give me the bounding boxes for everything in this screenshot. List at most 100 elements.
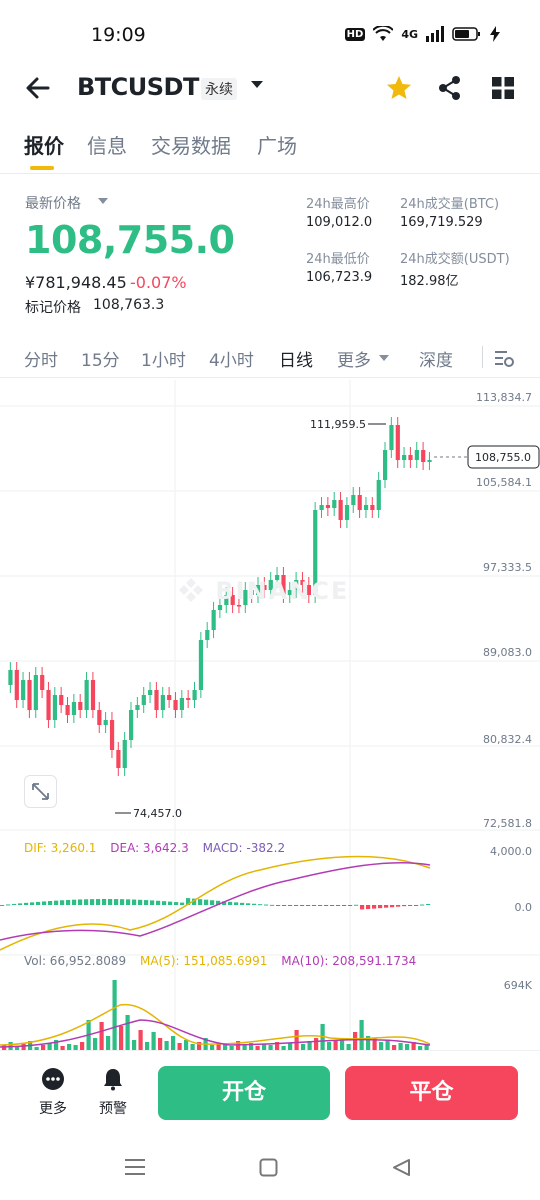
kline-chart-canvas[interactable]: 113,834.7 105,584.1 97,333.5 89,083.0 80… [0,380,540,1050]
macd-value: MACD: -382.2 [202,841,286,855]
candle [256,585,261,595]
open-position-button[interactable]: 开仓 [158,1066,330,1120]
macd-bar [24,902,29,905]
macd-bar [222,901,227,905]
macd-bar [402,905,407,907]
candle [402,455,407,460]
volume-bar [197,1042,202,1050]
grid-menu-icon[interactable] [489,74,517,102]
macd-bar [396,905,401,907]
volume-bar [249,1043,254,1050]
volume-bar [15,1046,20,1050]
candle [421,450,426,462]
macd-bar [180,902,185,905]
macd-bar [108,899,113,905]
volume-bar [229,1046,234,1050]
volume-legend: Vol: 66,952.8089 MA(5): 151,085.6991 MA(… [24,954,426,968]
macd-axis-zero: 0.0 [515,901,533,914]
macd-bar [120,899,125,905]
kline-chart[interactable]: 113,834.7 105,584.1 97,333.5 89,083.0 80… [0,380,540,1050]
interval-bar: 分时 15分 1小时 4小时 日线 更多 深度 [0,340,540,378]
star-icon[interactable] [385,74,413,102]
back-arrow-icon[interactable] [22,72,54,104]
candle [363,505,369,510]
macd-bar [324,905,329,906]
macd-bar [342,905,347,906]
interval-4h[interactable]: 4小时 [209,351,254,371]
volume-bar [346,1044,351,1050]
high-24h-value: 109,012.0 [306,215,373,230]
interval-1d[interactable]: 日线 [279,351,313,371]
home-icon[interactable] [259,1158,278,1177]
volume-bar [151,1032,156,1050]
volume-bar [366,1036,371,1050]
hd-icon: HD [344,27,366,41]
macd-bar [114,899,119,905]
macd-bar [36,901,41,905]
back-triangle-icon[interactable] [392,1158,411,1177]
volume-bar [47,1043,52,1050]
low-24h-label: 24h最低价 [306,252,370,267]
caret-down-icon[interactable] [98,198,108,205]
more-button[interactable]: 更多 [30,1067,76,1127]
volume-usdt-label: 24h成交额(USDT) [400,252,510,267]
mark-price-label: 标记价格 [25,300,81,316]
macd-bar [426,903,431,905]
volume-bar [125,1015,130,1050]
alert-button[interactable]: 预警 [90,1067,136,1127]
candle [262,585,267,590]
macd-bar [126,899,131,905]
candle [395,425,400,460]
macd-bar [78,899,83,905]
candle [325,505,331,508]
macd-bar [216,900,221,905]
depth-tab[interactable]: 深度 [419,351,453,371]
volume-usdt-value: 182.98亿 [400,274,459,289]
volume-bar [164,1041,169,1050]
tab-square[interactable]: 广场 [257,134,297,158]
menu-icon[interactable] [124,1158,146,1176]
candle [319,505,324,510]
interval-15m[interactable]: 15分 [81,351,120,371]
volume-bar [112,980,117,1050]
interval-1h[interactable]: 1小时 [141,351,186,371]
macd-indicator [0,855,431,951]
active-tab-indicator [30,166,54,170]
fullscreen-button[interactable] [24,775,57,808]
volume-bar [424,1045,429,1050]
bottom-action-bar: 更多 预警 开仓 平仓 [0,1050,540,1134]
close-position-button[interactable]: 平仓 [345,1066,518,1120]
volume-bar [80,1042,85,1050]
volume-bar [327,1042,332,1050]
macd-bar [270,904,275,906]
interval-more[interactable]: 更多 [337,351,371,371]
interval-time[interactable]: 分时 [24,351,58,371]
candle [300,580,305,585]
price-type-label[interactable]: 最新价格 [25,196,81,212]
candle [135,705,140,710]
tab-info[interactable]: 信息 [87,134,127,158]
volume-bar [307,1041,312,1050]
volume-bar [385,1040,390,1050]
share-icon[interactable] [436,74,464,102]
high-24h-label: 24h最高价 [306,197,370,212]
tab-quote[interactable]: 报价 [24,134,64,158]
volume-bar [138,1030,143,1050]
tab-trading-data[interactable]: 交易数据 [151,134,231,158]
macd-bar [198,899,203,905]
volume-bar [255,1046,260,1050]
candle [249,590,254,595]
candle [332,500,337,508]
macd-bar [0,905,5,906]
macd-bar [312,905,317,906]
caret-down-icon[interactable] [379,355,389,362]
macd-bar [336,905,341,906]
macd-bar [54,900,59,905]
caret-down-icon[interactable] [250,80,264,90]
symbol-title[interactable]: BTCUSDT [77,73,199,101]
candle [129,710,134,740]
macd-bar [384,905,389,908]
volume-bar [73,1045,78,1050]
chart-settings-icon[interactable] [493,347,515,369]
candle [173,700,178,710]
